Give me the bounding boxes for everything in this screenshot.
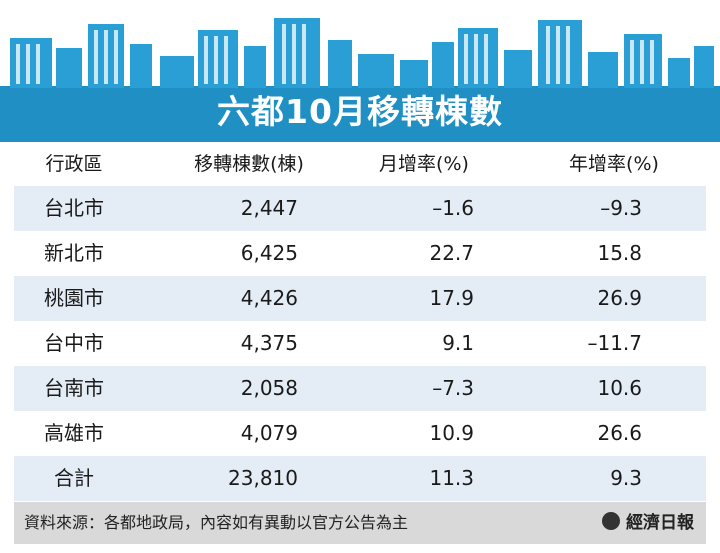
table-cell: –11.7 xyxy=(587,331,642,355)
table-cell: 高雄市 xyxy=(44,421,104,445)
table-cell: 9.3 xyxy=(610,466,642,490)
table-cell: 新北市 xyxy=(44,241,104,265)
table-row: 台南市 2,058 –7.3 10.6 xyxy=(14,366,706,411)
table-cell: 6,425 xyxy=(240,241,298,265)
column-header: 月增率(%) xyxy=(379,153,469,175)
table-cell: 10.9 xyxy=(429,421,474,445)
table-cell: 26.9 xyxy=(597,286,642,310)
chart-title: 六都10月移轉棟數 xyxy=(217,92,503,131)
footer-bar: 資料來源：各都地政局，內容如有異動以官方公告為主 經濟日報 xyxy=(14,502,706,544)
table-total-row: 合計 23,810 11.3 9.3 xyxy=(14,456,706,501)
table-cell: 4,375 xyxy=(240,331,298,355)
table-cell: 23,810 xyxy=(228,466,298,490)
table-cell: –1.6 xyxy=(432,196,474,220)
table-cell: 22.7 xyxy=(429,241,474,265)
chart-header: 六都10月移轉棟數 xyxy=(0,0,720,142)
table-cell: 台北市 xyxy=(44,196,104,220)
table-cell: –9.3 xyxy=(600,196,642,220)
column-header: 移轉棟數(棟) xyxy=(194,153,304,175)
table-row: 台北市 2,447 –1.6 –9.3 xyxy=(14,186,706,231)
table-cell: 台中市 xyxy=(44,331,104,355)
table-row: 桃園市 4,426 17.9 26.9 xyxy=(14,276,706,321)
skyline-illustration xyxy=(0,18,720,142)
table-cell: 9.1 xyxy=(442,331,474,355)
table-cell: 17.9 xyxy=(429,286,474,310)
table-cell: 10.6 xyxy=(597,376,642,400)
brand-logo: 經濟日報 xyxy=(602,502,694,544)
column-header: 行政區 xyxy=(45,153,103,175)
table-cell: 11.3 xyxy=(429,466,474,490)
table-row: 新北市 6,425 22.7 15.8 xyxy=(14,231,706,276)
table-cell: 2,447 xyxy=(240,196,298,220)
table-header-row: 行政區 移轉棟數(棟) 月增率(%) 年增率(%) xyxy=(14,142,706,186)
newspaper-logo-icon xyxy=(602,512,620,530)
brand-name: 經濟日報 xyxy=(626,513,694,533)
table-cell: 4,079 xyxy=(240,421,298,445)
data-table: 行政區 移轉棟數(棟) 月增率(%) 年增率(%) 台北市 2,447 –1.6… xyxy=(14,142,706,501)
table-cell: 15.8 xyxy=(597,241,642,265)
table-row: 台中市 4,375 9.1 –11.7 xyxy=(14,321,706,366)
column-header: 年增率(%) xyxy=(569,153,659,175)
table-row: 高雄市 4,079 10.9 26.6 xyxy=(14,411,706,456)
table-cell: 26.6 xyxy=(597,421,642,445)
source-note: 資料來源：各都地政局，內容如有異動以官方公告為主 xyxy=(24,513,409,532)
table-cell: –7.3 xyxy=(432,376,474,400)
table-cell: 2,058 xyxy=(240,376,298,400)
table-cell: 4,426 xyxy=(240,286,298,310)
table-cell: 桃園市 xyxy=(44,286,104,310)
table-cell: 台南市 xyxy=(44,376,104,400)
table-cell: 合計 xyxy=(54,466,94,490)
